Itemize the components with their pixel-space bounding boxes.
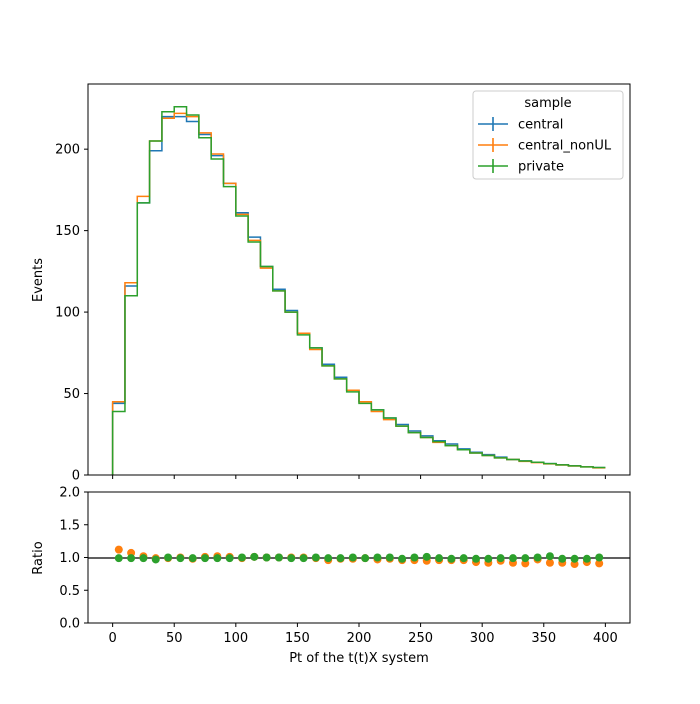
legend-label: central	[518, 118, 563, 133]
ratio-y-tick-label: 1.0	[59, 551, 80, 566]
legend-title: sample	[524, 96, 571, 111]
y-tick-label: 150	[55, 224, 80, 239]
y-tick-label: 100	[55, 306, 80, 321]
y-tick-label: 0	[72, 469, 80, 484]
ratio-point-private	[287, 554, 296, 563]
ratio-point-private	[164, 553, 173, 562]
ratio-point-private	[558, 554, 567, 563]
ratio-point-private	[348, 553, 357, 562]
ratio-point-private	[274, 553, 283, 562]
ratio-point-private	[521, 554, 530, 563]
ratio-point-private	[447, 554, 456, 563]
legend-label: central_nonUL	[518, 139, 612, 154]
ratio-point-central-nonul	[114, 545, 123, 554]
x-tick-label: 250	[408, 631, 433, 646]
x-tick-label: 0	[108, 631, 116, 646]
main-series-group	[111, 106, 606, 475]
ratio-point-private	[262, 553, 271, 562]
ratio-point-private	[496, 554, 505, 563]
ratio-point-private	[237, 553, 246, 562]
ratio-y-tick-label: 0.0	[59, 617, 80, 632]
ratio-point-private	[250, 552, 259, 561]
ratio-plot: 0 50 100 150 200 250 300 350 400 0.0 0.5 1.0 1.5 2.0…	[31, 486, 631, 666]
ratio-point-private	[472, 554, 481, 563]
ratio-y-ticks: 0.0 0.5 1.0 1.5 2.0	[59, 486, 88, 632]
ratio-point-central-nonul	[595, 559, 604, 568]
ratio-point-private	[188, 554, 197, 563]
ratio-point-central-nonul	[545, 558, 554, 567]
ratio-point-private	[508, 554, 517, 563]
ratio-point-private	[127, 554, 136, 563]
ratio-point-private	[151, 555, 160, 564]
x-tick-label: 300	[470, 631, 495, 646]
ratio-point-private	[176, 554, 185, 563]
x-tick-label: 150	[285, 631, 310, 646]
ratio-point-private	[545, 552, 554, 561]
ratio-point-private	[299, 554, 308, 563]
ratio-points-group	[114, 545, 604, 569]
ratio-y-tick-label: 0.5	[59, 584, 80, 599]
ratio-point-private	[570, 554, 579, 563]
ratio-point-private	[459, 554, 468, 563]
ratio-point-private	[582, 554, 591, 563]
y-axis-label: Events	[31, 258, 46, 302]
ratio-point-private	[139, 554, 148, 563]
ratio-point-private	[422, 552, 431, 561]
ratio-point-private	[324, 554, 333, 563]
main-plot: 0 50 100 150 200 Events	[31, 83, 631, 484]
ratio-x-ticks: 0 50 100 150 200 250 300 350 400	[108, 623, 618, 646]
x-axis-label: Pt of the t(t)X system	[289, 651, 429, 666]
legend-box	[472, 90, 624, 180]
main-y-ticks: 0 50 100 150 200	[55, 143, 88, 484]
ratio-point-private	[533, 553, 542, 562]
ratio-point-private	[373, 553, 382, 562]
ratio-point-private	[435, 554, 444, 563]
ratio-point-private	[595, 553, 604, 562]
legend-label: private	[518, 160, 564, 175]
x-tick-label: 350	[531, 631, 556, 646]
ratio-y-axis-label: Ratio	[31, 541, 46, 574]
ratio-point-private	[225, 554, 234, 563]
ratio-point-private	[484, 554, 493, 563]
y-tick-label: 50	[63, 387, 80, 402]
ratio-point-private	[311, 553, 320, 562]
ratio-point-private	[201, 554, 210, 563]
ratio-point-private	[385, 553, 394, 562]
ratio-point-private	[361, 554, 370, 563]
ratio-point-private	[336, 554, 345, 563]
main-x-ticks	[112, 475, 606, 479]
ratio-point-private	[398, 554, 407, 563]
x-tick-label: 400	[593, 631, 618, 646]
x-tick-label: 100	[223, 631, 248, 646]
x-tick-label: 50	[166, 631, 183, 646]
ratio-point-private	[114, 554, 123, 563]
ratio-point-private	[213, 554, 222, 563]
y-tick-label: 200	[55, 143, 80, 158]
x-tick-label: 200	[347, 631, 372, 646]
series-line-private	[111, 106, 606, 475]
ratio-y-tick-label: 1.5	[59, 518, 80, 533]
ratio-point-private	[410, 553, 419, 562]
ratio-y-tick-label: 2.0	[59, 486, 80, 501]
